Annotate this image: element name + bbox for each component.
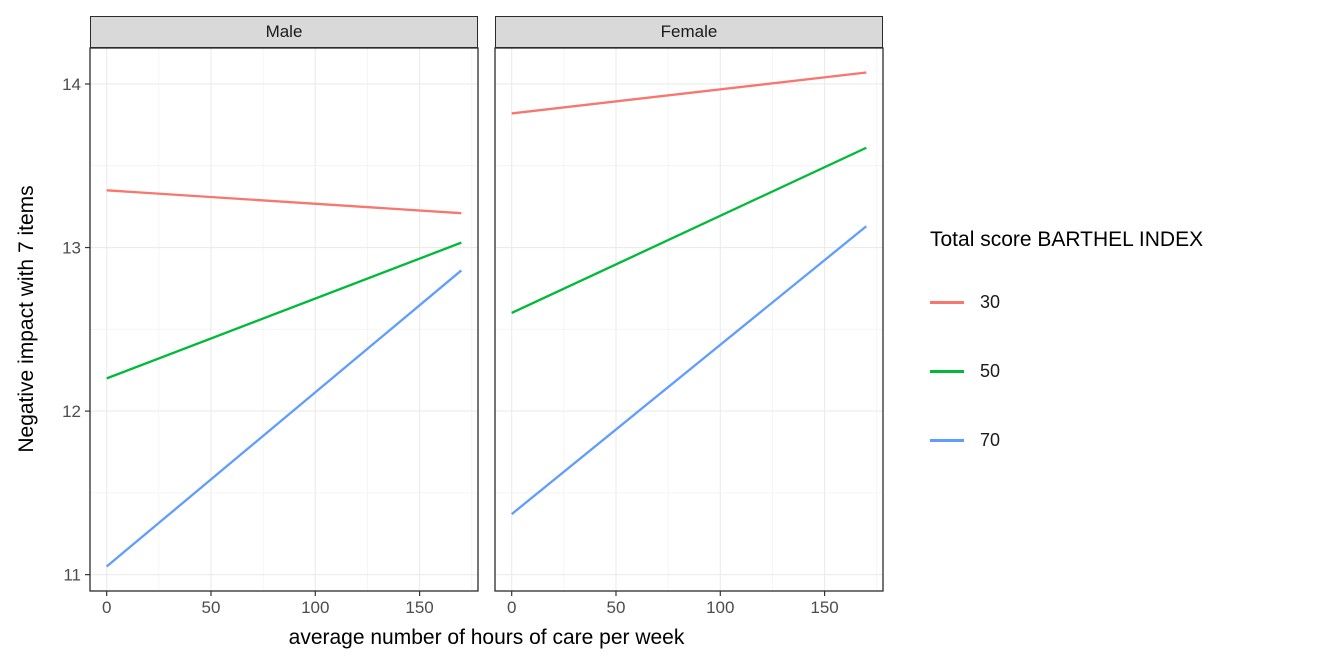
- legend-entry-label: 70: [980, 429, 1001, 450]
- x-tick-label: 0: [102, 598, 111, 617]
- legend-entry: 70: [930, 428, 1203, 452]
- legend-key-line: [930, 300, 964, 304]
- x-tick-label: 50: [607, 598, 626, 617]
- legend-entry-label: 30: [980, 291, 1001, 312]
- facet-strip-label: Male: [265, 22, 303, 41]
- panel-background: [90, 48, 478, 591]
- x-tick-label: 150: [810, 598, 838, 617]
- legend-key-line: [930, 438, 964, 442]
- x-tick-label: 100: [301, 598, 329, 617]
- x-tick-label: 0: [507, 598, 516, 617]
- legend-key-line: [930, 369, 964, 373]
- y-tick-label: 12: [62, 402, 81, 421]
- x-tick-label: 100: [706, 598, 734, 617]
- panel-border: [89, 47, 479, 592]
- facet-strip-male: Male: [90, 16, 478, 48]
- series-line-30: [106, 189, 462, 215]
- legend: Total score BARTHEL INDEX 30 50 70: [930, 228, 1203, 497]
- y-tick-label: 11: [63, 566, 81, 585]
- facet-strip-label: Female: [660, 22, 718, 41]
- legend-title: Total score BARTHEL INDEX: [930, 228, 1204, 251]
- panel-border: [494, 47, 884, 592]
- legend-entry: 30: [930, 290, 1203, 314]
- series-line-70: [510, 225, 868, 516]
- y-tick-label: 14: [62, 75, 81, 94]
- facet-strip-female: Female: [495, 16, 883, 48]
- series-line-50: [511, 146, 867, 315]
- series-line-70: [105, 269, 463, 568]
- y-tick-label: 13: [62, 239, 81, 258]
- legend-entry-label: 50: [980, 360, 1001, 381]
- x-tick-label: 150: [405, 598, 433, 617]
- series-line-50: [106, 241, 462, 380]
- x-tick-label: 50: [202, 598, 221, 617]
- y-axis-title: Negative impact with 7 items: [15, 185, 38, 453]
- panel-background: [495, 48, 883, 591]
- series-line-30: [511, 71, 867, 115]
- legend-entry: 50: [930, 359, 1203, 383]
- x-axis-title: average number of hours of care per week: [288, 626, 685, 649]
